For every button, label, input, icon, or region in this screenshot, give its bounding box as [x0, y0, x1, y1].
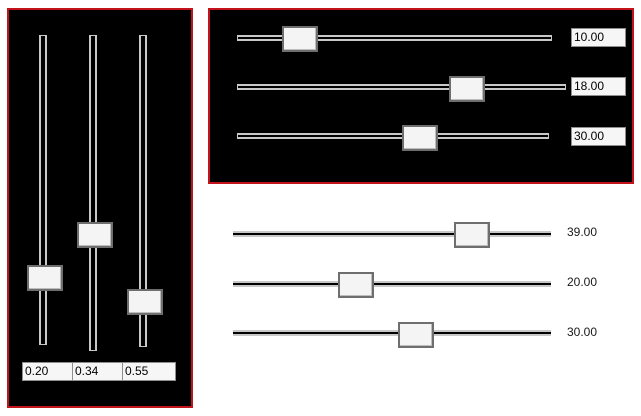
dark-slider-thumb-2[interactable] — [449, 76, 485, 102]
vertical-slider-track-2[interactable] — [89, 35, 97, 351]
dark-slider-track-3[interactable] — [237, 133, 549, 139]
dark-slider-value-3[interactable]: 30.00 — [571, 127, 626, 146]
horizontal-slider-panel: 10.00 18.00 30.00 — [208, 8, 634, 184]
vertical-slider-panel: 0.20 0.34 0.55 — [7, 8, 193, 408]
vertical-slider-value-1[interactable]: 0.20 — [22, 362, 73, 381]
vertical-slider-thumb-1[interactable] — [27, 265, 63, 291]
light-slider-track-2[interactable] — [233, 281, 551, 287]
light-slider-thumb-1[interactable] — [454, 222, 490, 248]
light-slider-value-1: 39.00 — [567, 225, 598, 239]
light-slider-track-1[interactable] — [233, 231, 551, 237]
dark-slider-value-2[interactable]: 18.00 — [571, 77, 626, 96]
vertical-slider-value-3[interactable]: 0.55 — [122, 362, 176, 381]
dark-slider-track-2[interactable] — [237, 84, 566, 90]
dark-slider-thumb-3[interactable] — [402, 125, 438, 151]
vertical-slider-track-3[interactable] — [139, 35, 147, 347]
light-slider-value-2: 20.00 — [567, 275, 598, 289]
vertical-slider-track-1[interactable] — [39, 35, 47, 345]
dark-slider-value-1[interactable]: 10.00 — [571, 28, 626, 47]
dark-slider-track-1[interactable] — [237, 35, 552, 41]
dark-slider-thumb-1[interactable] — [282, 26, 318, 52]
light-slider-value-3: 30.00 — [567, 325, 598, 339]
light-slider-thumb-3[interactable] — [398, 322, 434, 348]
vertical-slider-value-2[interactable]: 0.34 — [72, 362, 123, 381]
vertical-slider-thumb-2[interactable] — [77, 222, 113, 248]
vertical-slider-thumb-3[interactable] — [127, 289, 163, 315]
light-slider-thumb-2[interactable] — [338, 272, 374, 298]
light-slider-track-3[interactable] — [233, 330, 551, 336]
